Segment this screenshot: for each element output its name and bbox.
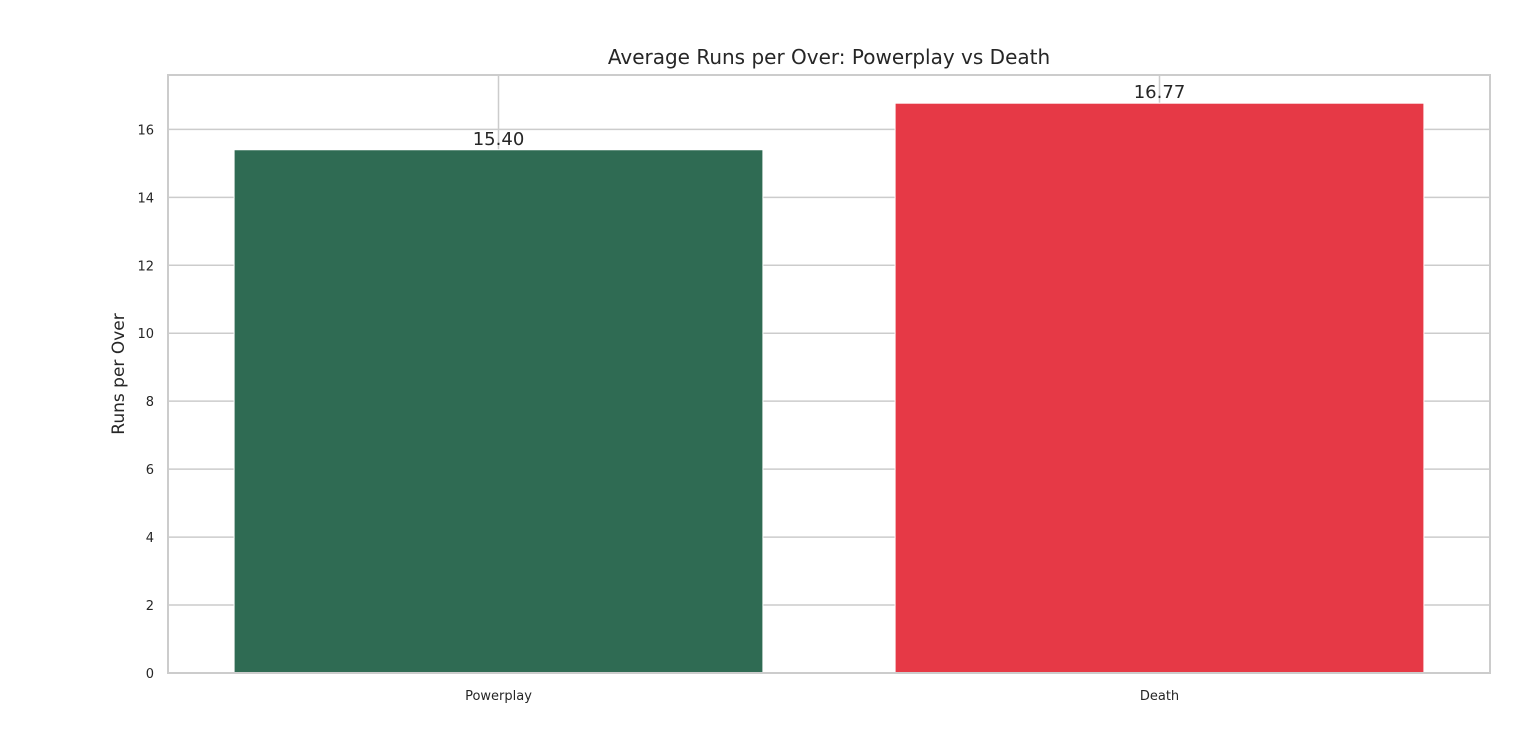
y-tick-label: 4 [146, 531, 154, 546]
chart-title: Average Runs per Over: Powerplay vs Deat… [608, 45, 1050, 69]
x-tick-labels: Powerplay Death [465, 689, 1179, 704]
axes-frame [167, 74, 1491, 674]
data-label-death: 16.77 [1134, 82, 1186, 103]
y-tick-label: 16 [137, 123, 154, 138]
y-tick-label: 2 [146, 599, 154, 614]
y-tick-labels: 0 2 4 6 8 10 12 14 16 [137, 123, 154, 682]
bar-death [894, 102, 1425, 674]
data-label-powerplay: 15.40 [473, 129, 525, 150]
y-tick-label: 6 [146, 463, 154, 478]
y-tick-label: 0 [146, 667, 154, 682]
data-labels: 15.40 16.77 [473, 82, 1186, 150]
y-axis-label: Runs per Over [109, 313, 129, 434]
x-tick-label: Powerplay [465, 689, 532, 704]
x-tick-label: Death [1140, 689, 1179, 704]
y-tick-label: 14 [137, 191, 154, 206]
y-tick-label: 12 [137, 259, 154, 274]
bars-layer [233, 102, 1425, 674]
y-tick-label: 8 [146, 395, 154, 410]
bar-powerplay [233, 149, 764, 674]
y-tick-label: 10 [137, 327, 154, 342]
